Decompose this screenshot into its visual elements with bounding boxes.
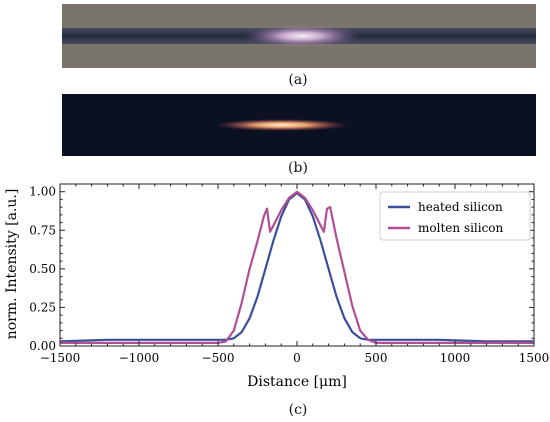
legend-box: [379, 191, 531, 241]
y-tick-label: 1.00: [29, 185, 56, 199]
x-tick-label: 1000: [440, 351, 471, 365]
series-line-molten-silicon: [60, 190, 534, 344]
y-tick-label: 0.75: [29, 223, 56, 237]
y-tick-label: 0.50: [29, 262, 56, 276]
photo-b-glow: [216, 119, 348, 131]
x-tick-label: 500: [365, 351, 388, 365]
legend-label: molten silicon: [418, 221, 504, 235]
caption-b: (b): [288, 160, 308, 176]
x-tick-label: −500: [202, 351, 235, 365]
y-tick-label: 0.00: [29, 339, 56, 353]
plot-layer: −1500 −1000 −500 0 500 1000 1500 0.00 0.25 0.50 0.…: [29, 183, 550, 365]
legend-label: heated silicon: [418, 200, 503, 214]
x-tick-label: −1500: [40, 351, 81, 365]
y-tick-label: 0.25: [29, 300, 56, 314]
y-axis-label-group: norm. Intensity [a.u.]: [4, 189, 20, 340]
x-tick-label: 1500: [519, 351, 550, 365]
photo-a-glow: [244, 25, 360, 47]
caption-c: (c): [288, 402, 308, 418]
photo-panel-a: [62, 4, 536, 68]
caption-a: (a): [288, 72, 308, 88]
y-axis-label: norm. Intensity [a.u.]: [4, 189, 20, 340]
x-axis-label: Distance [μm]: [247, 374, 347, 390]
x-tick-label: −1000: [119, 351, 160, 365]
photo-panel-b: [62, 94, 536, 156]
intensity-chart: norm. Intensity [a.u.] Distance [μm] −15…: [4, 183, 550, 390]
x-tick-label: 0: [293, 351, 301, 365]
